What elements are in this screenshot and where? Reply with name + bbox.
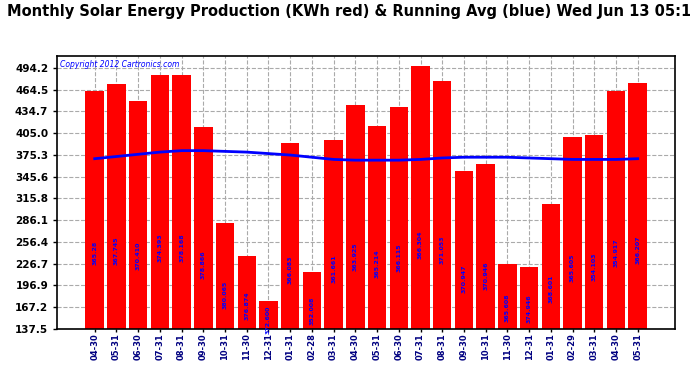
- Text: 367.745: 367.745: [114, 236, 119, 265]
- Bar: [455, 171, 473, 329]
- Text: 368.601: 368.601: [549, 274, 553, 303]
- Bar: [194, 127, 213, 329]
- Text: 374.946: 374.946: [526, 295, 531, 323]
- Text: 376.874: 376.874: [244, 291, 249, 320]
- Text: 365.214: 365.214: [375, 249, 380, 278]
- Text: 372.600: 372.600: [266, 306, 271, 334]
- Text: 363.925: 363.925: [353, 243, 358, 272]
- Bar: [520, 267, 538, 329]
- Text: 361.661: 361.661: [331, 254, 336, 283]
- Text: 378.168: 378.168: [179, 233, 184, 262]
- Text: 366.115: 366.115: [396, 243, 402, 272]
- Bar: [259, 302, 277, 329]
- Text: 378.866: 378.866: [201, 250, 206, 279]
- Bar: [411, 66, 430, 329]
- Bar: [498, 264, 517, 329]
- Text: 365.608: 365.608: [505, 294, 510, 322]
- Bar: [324, 140, 343, 329]
- Text: 374.393: 374.393: [157, 233, 162, 262]
- Text: 370.947: 370.947: [462, 264, 466, 292]
- Bar: [129, 101, 148, 329]
- Text: 366.207: 366.207: [635, 236, 640, 264]
- Bar: [629, 82, 647, 329]
- Text: 366.083: 366.083: [288, 255, 293, 284]
- Bar: [281, 143, 299, 329]
- Text: 365.605: 365.605: [570, 254, 575, 282]
- Bar: [346, 105, 364, 329]
- Bar: [172, 75, 191, 329]
- Bar: [150, 75, 169, 329]
- Text: 352.008: 352.008: [309, 297, 315, 325]
- Bar: [433, 81, 451, 329]
- Text: 366.304: 366.304: [418, 230, 423, 259]
- Bar: [237, 256, 256, 329]
- Bar: [476, 164, 495, 329]
- Bar: [390, 107, 408, 329]
- Bar: [368, 126, 386, 329]
- Text: 380.065: 380.065: [222, 281, 228, 309]
- Bar: [563, 138, 582, 329]
- Text: 354.103: 354.103: [592, 253, 597, 281]
- Text: 371.053: 371.053: [440, 236, 445, 264]
- Bar: [86, 91, 104, 329]
- Text: 354.917: 354.917: [613, 238, 618, 267]
- Bar: [542, 204, 560, 329]
- Bar: [216, 223, 234, 329]
- Bar: [303, 272, 321, 329]
- Bar: [585, 135, 604, 329]
- Bar: [107, 84, 126, 329]
- Text: 370.946: 370.946: [483, 262, 488, 290]
- Text: 370.410: 370.410: [136, 242, 141, 270]
- Bar: [607, 91, 625, 329]
- Text: Copyright 2012 Cartronics.com: Copyright 2012 Cartronics.com: [61, 60, 180, 69]
- Text: 365.28: 365.28: [92, 240, 97, 265]
- Text: Monthly Solar Energy Production (KWh red) & Running Avg (blue) Wed Jun 13 05:10: Monthly Solar Energy Production (KWh red…: [7, 4, 690, 19]
